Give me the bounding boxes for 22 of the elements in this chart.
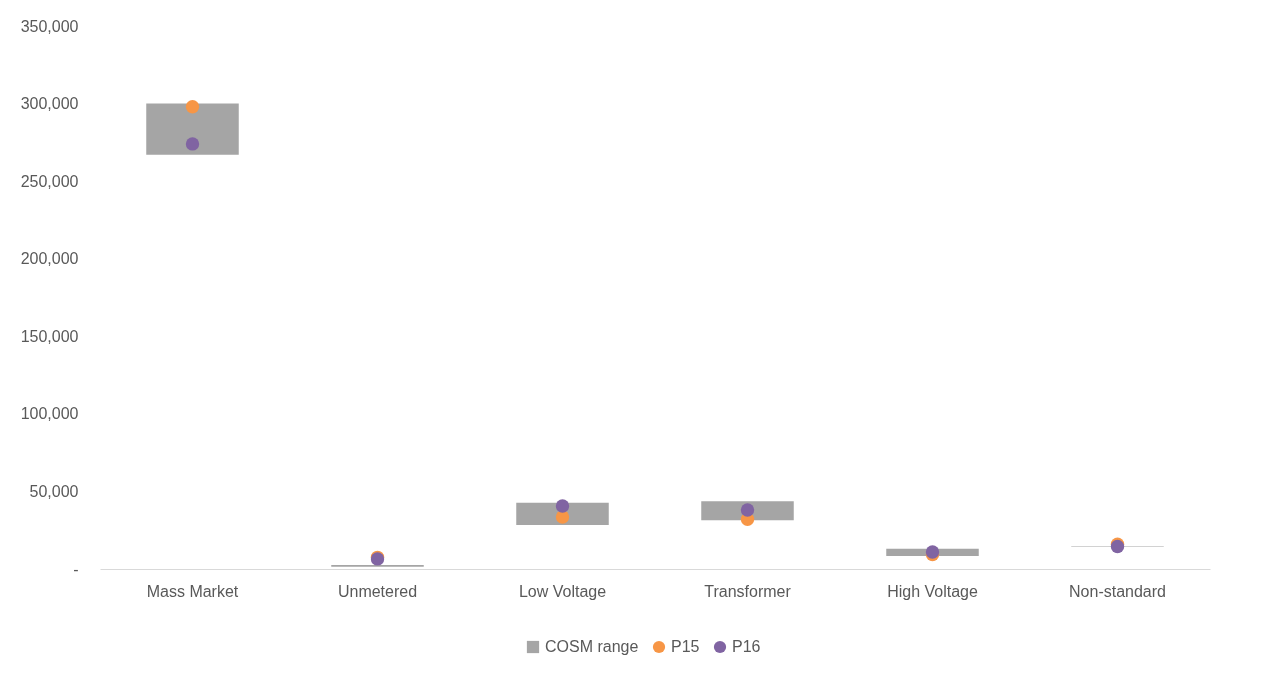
y-tick-label: 50,000: [29, 482, 79, 500]
bar: [146, 103, 239, 155]
point: [185, 99, 200, 114]
x-tick-label: High Voltage: [887, 582, 978, 600]
x-tick-label: Non-standard: [1069, 582, 1166, 600]
x-tick-label: Mass Market: [146, 582, 239, 600]
legend-label: COSM range: [545, 638, 639, 655]
y-tick-label: 350,000: [20, 17, 79, 35]
point: [555, 499, 570, 513]
point: [740, 503, 755, 517]
y-tick-label: 100,000: [20, 405, 79, 423]
x-tick-label: Low Voltage: [518, 582, 607, 600]
y-tick-label: 150,000: [20, 327, 79, 345]
y-tick-label: -: [73, 560, 79, 578]
x-tick-label: Transformer: [704, 582, 792, 600]
legend-label: P16: [732, 638, 761, 655]
y-tick-label: 250,000: [20, 172, 79, 190]
x-tick-label: Unmetered: [337, 582, 418, 600]
legend-label: P15: [671, 638, 700, 655]
y-tick-label: 200,000: [20, 250, 79, 268]
y-tick-label: 300,000: [20, 95, 79, 113]
point: [185, 137, 200, 151]
